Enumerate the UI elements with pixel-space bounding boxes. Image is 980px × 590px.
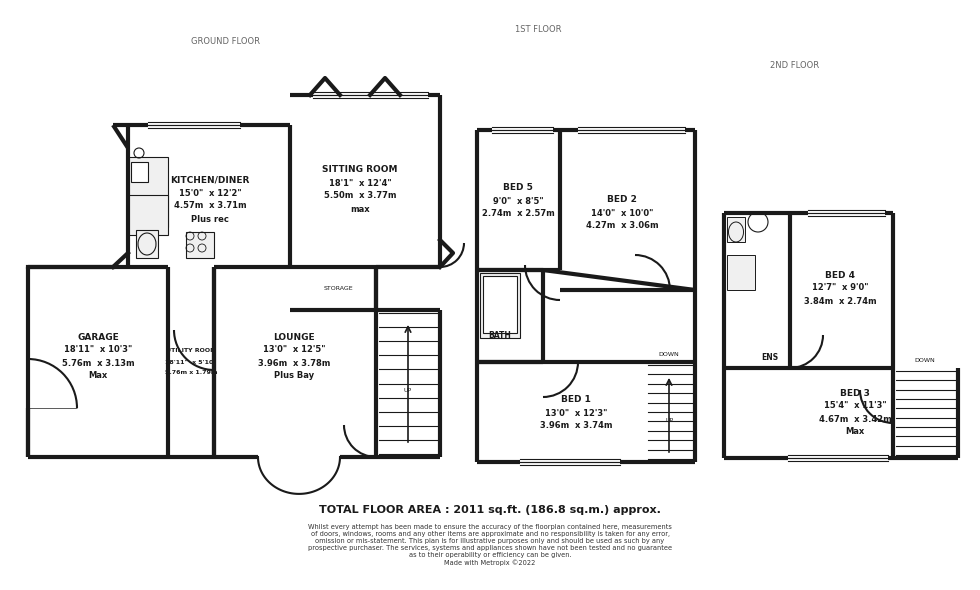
Text: 1ST FLOOR: 1ST FLOOR [514, 25, 562, 34]
Bar [128, 157, 168, 227]
Bar [727, 255, 755, 290]
Text: BED 5: BED 5 [503, 183, 533, 192]
Text: GARAGE: GARAGE [77, 333, 119, 342]
Bar [136, 230, 158, 258]
Text: BED 4: BED 4 [825, 270, 855, 280]
Text: DOWN: DOWN [659, 352, 679, 356]
Text: UTILITY ROOM: UTILITY ROOM [166, 348, 217, 352]
Text: 12'7"  x 9'0": 12'7" x 9'0" [811, 284, 868, 293]
Text: 2.74m  x 2.57m: 2.74m x 2.57m [481, 209, 555, 218]
Text: KITCHEN/DINER: KITCHEN/DINER [171, 175, 250, 185]
Text: 3.96m  x 3.74m: 3.96m x 3.74m [540, 421, 612, 431]
Text: 15'4"  x 11'3": 15'4" x 11'3" [823, 402, 886, 411]
Bar [128, 195, 168, 235]
Text: 4.27m  x 3.06m: 4.27m x 3.06m [586, 221, 659, 231]
Text: LOUNGE: LOUNGE [273, 333, 315, 342]
Text: Whilst every attempt has been made to ensure the accuracy of the floorplan conta: Whilst every attempt has been made to en… [308, 524, 672, 566]
Text: BED 1: BED 1 [562, 395, 591, 405]
Bar [480, 273, 520, 338]
Text: UP: UP [404, 388, 412, 392]
Text: BATH: BATH [489, 330, 512, 339]
Text: 18'11"  x 10'3": 18'11" x 10'3" [64, 346, 132, 355]
Text: 15'0"  x 12'2": 15'0" x 12'2" [178, 188, 241, 198]
Text: 4.57m  x 3.71m: 4.57m x 3.71m [173, 202, 246, 211]
Text: 18'11"  x 5'10": 18'11" x 5'10" [166, 359, 217, 365]
Text: Max: Max [846, 428, 864, 437]
Text: 2ND FLOOR: 2ND FLOOR [770, 61, 819, 70]
Text: 3.84m  x 2.74m: 3.84m x 2.74m [804, 297, 876, 306]
Text: 13'0"  x 12'3": 13'0" x 12'3" [545, 408, 608, 418]
Bar [483, 276, 517, 333]
Text: 13'0"  x 12'5": 13'0" x 12'5" [263, 346, 325, 355]
Text: GROUND FLOOR: GROUND FLOOR [190, 38, 260, 47]
Bar [727, 217, 745, 242]
Text: 4.67m  x 3.42m: 4.67m x 3.42m [818, 415, 892, 424]
Text: 18'1"  x 12'4": 18'1" x 12'4" [328, 179, 391, 188]
Text: 14'0"  x 10'0": 14'0" x 10'0" [591, 208, 654, 218]
Text: DOWN: DOWN [914, 358, 935, 362]
Text: Plus Bay: Plus Bay [274, 372, 314, 381]
Text: Max: Max [88, 372, 108, 381]
Text: 5.76m  x 3.13m: 5.76m x 3.13m [62, 359, 134, 368]
Text: 3.96m  x 3.78m: 3.96m x 3.78m [258, 359, 330, 368]
Text: BED 2: BED 2 [607, 195, 637, 205]
Text: TOTAL FLOOR AREA : 2011 sq.ft. (186.8 sq.m.) approx.: TOTAL FLOOR AREA : 2011 sq.ft. (186.8 sq… [319, 505, 661, 515]
Text: 9'0"  x 8'5": 9'0" x 8'5" [493, 196, 543, 205]
Text: UP: UP [666, 418, 674, 422]
Text: 5.50m  x 3.77m: 5.50m x 3.77m [323, 192, 396, 201]
Text: BED 3: BED 3 [840, 388, 870, 398]
Text: SITTING ROOM: SITTING ROOM [322, 166, 398, 175]
Text: max: max [350, 205, 369, 214]
Bar [186, 232, 214, 258]
Text: ENS: ENS [761, 353, 778, 362]
Bar [131, 162, 148, 182]
Text: 5.76m x 1.79m: 5.76m x 1.79m [165, 371, 218, 375]
Text: Plus rec: Plus rec [191, 215, 229, 224]
Text: STORAGE: STORAGE [323, 286, 353, 290]
